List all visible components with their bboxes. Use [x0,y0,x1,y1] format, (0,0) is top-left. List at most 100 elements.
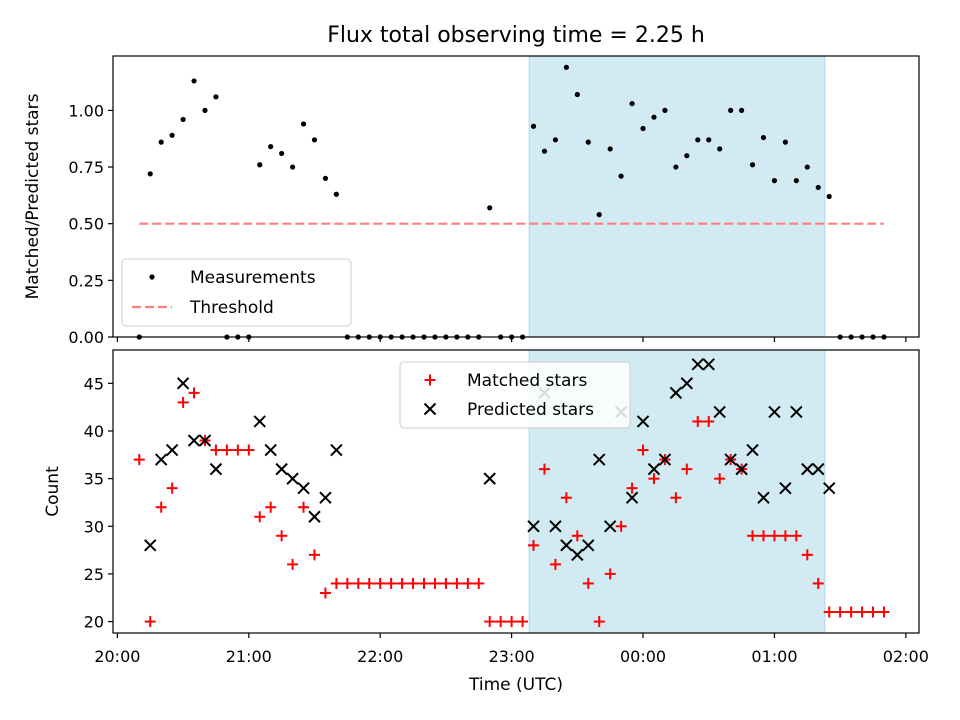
matched-stars-point [670,492,682,504]
matched-stars-point [757,530,769,542]
measurement-point [826,193,832,200]
top-y-tick-label: 1.00 [68,101,104,120]
measurement-point [585,139,591,145]
matched-stars-point [528,539,540,551]
matched-stars-point [506,616,518,628]
predicted-stars-point [746,443,759,457]
matched-stars-point [451,577,463,589]
predicted-stars-point [625,491,639,504]
measurement-point [552,137,559,143]
measurement-point [771,178,778,184]
matched-stars-point [363,577,375,589]
matched-stars-point [155,501,167,513]
matched-stars-point [341,577,353,589]
predicted-stars-point [702,358,715,371]
predicted-stars-point [582,539,595,552]
predicted-stars-point [571,548,584,562]
matched-stars-point [462,577,474,589]
legend-measurements-marker [149,274,155,280]
measurement-point [213,94,219,100]
count-marks [133,358,890,628]
measurement-marks [136,64,887,340]
matched-stars-point [374,577,386,589]
count-panel: 20 25 30 35 40 45 20:00 21:00 22:00 23:00 00:00 01:… [43,349,929,695]
predicted-stars-point [822,481,836,495]
matched-stars-point [801,549,813,561]
predicted-stars-point [297,481,310,495]
x-tick-label: 21:00 [226,647,272,666]
measurement-point [640,125,646,132]
matched-stars-point [582,577,594,589]
bottom-y-tick-label: 20 [84,613,104,632]
x-tick-label: 02:00 [883,647,929,666]
measurement-point [760,134,767,141]
matched-stars-point [790,530,802,542]
measurement-point [333,191,340,197]
measurement-point [728,107,734,113]
legend-measurements-label: Measurements [190,268,316,288]
predicted-stars-point [801,462,814,476]
matched-stars-point [615,520,627,532]
predicted-stars-point [144,539,157,552]
measurement-point [717,146,723,152]
x-axis-label: Time (UTC) [468,675,563,695]
matched-stars-point [276,530,288,542]
predicted-stars-point [735,462,748,476]
predicted-stars-point [669,386,683,400]
matched-stars-point [648,473,660,485]
top-y-tick-label: 0.50 [68,215,104,234]
top-y-tick-label: 0.25 [68,271,104,290]
predicted-stars-point [187,434,201,447]
matched-stars-point [779,530,791,542]
matched-stars-point [823,606,835,618]
top-legend-box [121,258,352,327]
matched-stars-point [560,492,572,504]
bottom-y-tick-label: 35 [84,470,104,489]
matched-stars-point [133,454,145,466]
top-legend: Measurements Threshold [121,258,352,327]
matched-stars-point [681,463,693,475]
matched-stars-point [856,606,868,618]
measurement-point [596,212,602,218]
matched-stars-point [878,606,890,618]
top-y-axis: 0.00 0.25 0.50 0.75 1.00 [68,101,907,347]
predicted-stars-point [636,415,650,428]
measurement-point [815,184,821,191]
bottom-legend: Matched stars Predicted stars [399,361,631,429]
matched-stars-point [495,616,507,628]
measurement-point [530,123,537,129]
matched-stars-point [812,577,824,589]
measurement-point [651,114,657,120]
predicted-stars-point [790,405,803,419]
matched-stars-point [330,577,342,589]
measurement-point [574,91,580,98]
predicted-stars-point [603,520,617,533]
predicted-stars-point [308,510,321,523]
matched-stars-point [166,482,178,494]
predicted-stars-point [319,491,332,504]
measurement-point [618,173,624,179]
predicted-stars-point [264,443,277,457]
measurement-point [257,162,263,168]
matched-stars-point [692,415,704,427]
matched-stars-point [429,577,441,589]
predicted-stars-point [768,405,781,419]
bottom-y-tick-label: 25 [84,565,104,584]
matched-stars-point [517,616,529,628]
predicted-stars-point [691,358,704,371]
measurement-point [749,162,756,168]
bottom-y-tick-label: 40 [84,422,104,441]
bottom-y-tick-label: 45 [84,374,104,393]
observing-window-span [528,55,826,338]
measurement-point [487,205,493,211]
matched-stars-point [352,577,364,589]
matched-stars-point [407,577,419,589]
matched-stars-point [385,577,397,589]
matched-stars-point [221,444,233,456]
measurement-point [793,178,799,184]
predicted-stars-point [647,462,661,476]
matched-stars-point [538,463,550,475]
matched-stars-point [144,616,156,628]
predicted-stars-point [165,443,179,457]
matched-stars-point [714,473,726,485]
